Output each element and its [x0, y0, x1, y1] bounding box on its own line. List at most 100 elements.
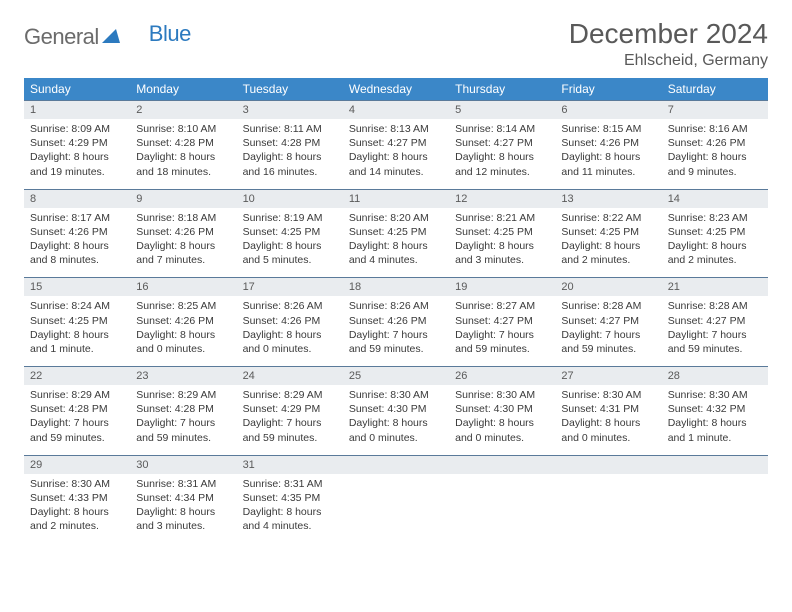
day-data-line: Sunrise: 8:14 AM	[455, 122, 549, 136]
day-number: 22	[24, 367, 130, 385]
day-data: Sunrise: 8:10 AMSunset: 4:28 PMDaylight:…	[130, 119, 236, 189]
day-data-line: Daylight: 8 hours	[561, 150, 655, 164]
calendar-day-cell: 13Sunrise: 8:22 AMSunset: 4:25 PMDayligh…	[555, 189, 661, 278]
day-data-line: Sunset: 4:26 PM	[349, 314, 443, 328]
day-data-line: and 2 minutes.	[668, 253, 762, 267]
day-data-line: Sunset: 4:25 PM	[561, 225, 655, 239]
day-data: Sunrise: 8:16 AMSunset: 4:26 PMDaylight:…	[662, 119, 768, 189]
day-data: Sunrise: 8:29 AMSunset: 4:28 PMDaylight:…	[130, 385, 236, 455]
day-data-line: Sunrise: 8:21 AM	[455, 211, 549, 225]
day-data-line: Sunrise: 8:26 AM	[243, 299, 337, 313]
day-data: Sunrise: 8:26 AMSunset: 4:26 PMDaylight:…	[237, 296, 343, 366]
calendar-week-row: 15Sunrise: 8:24 AMSunset: 4:25 PMDayligh…	[24, 278, 768, 367]
day-data-line: Sunset: 4:25 PM	[455, 225, 549, 239]
day-data: Sunrise: 8:26 AMSunset: 4:26 PMDaylight:…	[343, 296, 449, 366]
day-data-line: and 2 minutes.	[561, 253, 655, 267]
day-data-line: Daylight: 7 hours	[668, 328, 762, 342]
day-data-line: Sunset: 4:26 PM	[30, 225, 124, 239]
day-number: 25	[343, 367, 449, 385]
day-data-line: and 7 minutes.	[136, 253, 230, 267]
day-data-line: Sunrise: 8:29 AM	[136, 388, 230, 402]
day-data: Sunrise: 8:21 AMSunset: 4:25 PMDaylight:…	[449, 208, 555, 278]
day-data-line: Daylight: 7 hours	[561, 328, 655, 342]
calendar-day-cell: 14Sunrise: 8:23 AMSunset: 4:25 PMDayligh…	[662, 189, 768, 278]
calendar-day-cell	[449, 455, 555, 543]
page-header: General Blue December 2024 Ehlscheid, Ge…	[24, 18, 768, 70]
day-data-line: Sunset: 4:25 PM	[243, 225, 337, 239]
calendar-day-cell: 22Sunrise: 8:29 AMSunset: 4:28 PMDayligh…	[24, 367, 130, 456]
calendar-day-cell: 1Sunrise: 8:09 AMSunset: 4:29 PMDaylight…	[24, 101, 130, 190]
day-number	[343, 456, 449, 474]
day-data: Sunrise: 8:30 AMSunset: 4:33 PMDaylight:…	[24, 474, 130, 544]
calendar-day-cell: 15Sunrise: 8:24 AMSunset: 4:25 PMDayligh…	[24, 278, 130, 367]
day-data-line: Sunrise: 8:18 AM	[136, 211, 230, 225]
calendar-day-cell: 12Sunrise: 8:21 AMSunset: 4:25 PMDayligh…	[449, 189, 555, 278]
weekday-header: Saturday	[662, 78, 768, 101]
day-data-line: Sunrise: 8:20 AM	[349, 211, 443, 225]
calendar-day-cell: 9Sunrise: 8:18 AMSunset: 4:26 PMDaylight…	[130, 189, 236, 278]
day-number: 11	[343, 190, 449, 208]
day-data-line: Sunset: 4:25 PM	[668, 225, 762, 239]
day-data-line: and 3 minutes.	[136, 519, 230, 533]
calendar-day-cell: 11Sunrise: 8:20 AMSunset: 4:25 PMDayligh…	[343, 189, 449, 278]
day-data-line: and 8 minutes.	[30, 253, 124, 267]
day-data-line: and 59 minutes.	[136, 431, 230, 445]
day-data	[555, 474, 661, 526]
day-data-line: Sunrise: 8:13 AM	[349, 122, 443, 136]
day-data-line: Sunrise: 8:19 AM	[243, 211, 337, 225]
day-number	[449, 456, 555, 474]
day-data-line: Daylight: 8 hours	[349, 416, 443, 430]
day-data-line: and 0 minutes.	[243, 342, 337, 356]
calendar-day-cell	[662, 455, 768, 543]
day-data-line: Sunset: 4:26 PM	[561, 136, 655, 150]
day-data-line: Sunrise: 8:30 AM	[30, 477, 124, 491]
day-number: 24	[237, 367, 343, 385]
day-data: Sunrise: 8:22 AMSunset: 4:25 PMDaylight:…	[555, 208, 661, 278]
day-data: Sunrise: 8:25 AMSunset: 4:26 PMDaylight:…	[130, 296, 236, 366]
calendar-day-cell: 25Sunrise: 8:30 AMSunset: 4:30 PMDayligh…	[343, 367, 449, 456]
day-data: Sunrise: 8:27 AMSunset: 4:27 PMDaylight:…	[449, 296, 555, 366]
calendar-day-cell: 17Sunrise: 8:26 AMSunset: 4:26 PMDayligh…	[237, 278, 343, 367]
day-number: 10	[237, 190, 343, 208]
calendar-day-cell: 19Sunrise: 8:27 AMSunset: 4:27 PMDayligh…	[449, 278, 555, 367]
calendar-week-row: 22Sunrise: 8:29 AMSunset: 4:28 PMDayligh…	[24, 367, 768, 456]
day-data: Sunrise: 8:20 AMSunset: 4:25 PMDaylight:…	[343, 208, 449, 278]
calendar-day-cell	[343, 455, 449, 543]
calendar-day-cell: 10Sunrise: 8:19 AMSunset: 4:25 PMDayligh…	[237, 189, 343, 278]
day-data-line: Sunset: 4:26 PM	[136, 225, 230, 239]
day-data: Sunrise: 8:23 AMSunset: 4:25 PMDaylight:…	[662, 208, 768, 278]
day-data-line: Sunrise: 8:30 AM	[668, 388, 762, 402]
day-data: Sunrise: 8:11 AMSunset: 4:28 PMDaylight:…	[237, 119, 343, 189]
calendar-day-cell: 29Sunrise: 8:30 AMSunset: 4:33 PMDayligh…	[24, 455, 130, 543]
day-number: 31	[237, 456, 343, 474]
day-data-line: Sunset: 4:30 PM	[349, 402, 443, 416]
day-data-line: and 12 minutes.	[455, 165, 549, 179]
day-data: Sunrise: 8:31 AMSunset: 4:35 PMDaylight:…	[237, 474, 343, 544]
day-data-line: Sunrise: 8:29 AM	[243, 388, 337, 402]
day-data	[662, 474, 768, 526]
day-data-line: Daylight: 8 hours	[30, 328, 124, 342]
day-data: Sunrise: 8:17 AMSunset: 4:26 PMDaylight:…	[24, 208, 130, 278]
day-number: 21	[662, 278, 768, 296]
day-number	[662, 456, 768, 474]
day-data-line: and 16 minutes.	[243, 165, 337, 179]
day-data-line: Daylight: 8 hours	[136, 505, 230, 519]
day-data-line: Daylight: 8 hours	[668, 150, 762, 164]
day-data: Sunrise: 8:15 AMSunset: 4:26 PMDaylight:…	[555, 119, 661, 189]
day-number: 29	[24, 456, 130, 474]
day-data: Sunrise: 8:30 AMSunset: 4:30 PMDaylight:…	[449, 385, 555, 455]
logo-text-2: Blue	[149, 21, 191, 47]
day-data: Sunrise: 8:30 AMSunset: 4:31 PMDaylight:…	[555, 385, 661, 455]
day-number: 14	[662, 190, 768, 208]
day-data-line: Sunset: 4:28 PM	[243, 136, 337, 150]
day-data-line: Sunset: 4:26 PM	[243, 314, 337, 328]
day-data-line: Sunrise: 8:30 AM	[561, 388, 655, 402]
location-label: Ehlscheid, Germany	[569, 52, 768, 70]
day-data-line: Sunrise: 8:28 AM	[668, 299, 762, 313]
day-data-line: Daylight: 8 hours	[136, 328, 230, 342]
weekday-header: Thursday	[449, 78, 555, 101]
day-number: 16	[130, 278, 236, 296]
day-data-line: Daylight: 7 hours	[455, 328, 549, 342]
day-data-line: Sunset: 4:31 PM	[561, 402, 655, 416]
day-data-line: Sunrise: 8:17 AM	[30, 211, 124, 225]
